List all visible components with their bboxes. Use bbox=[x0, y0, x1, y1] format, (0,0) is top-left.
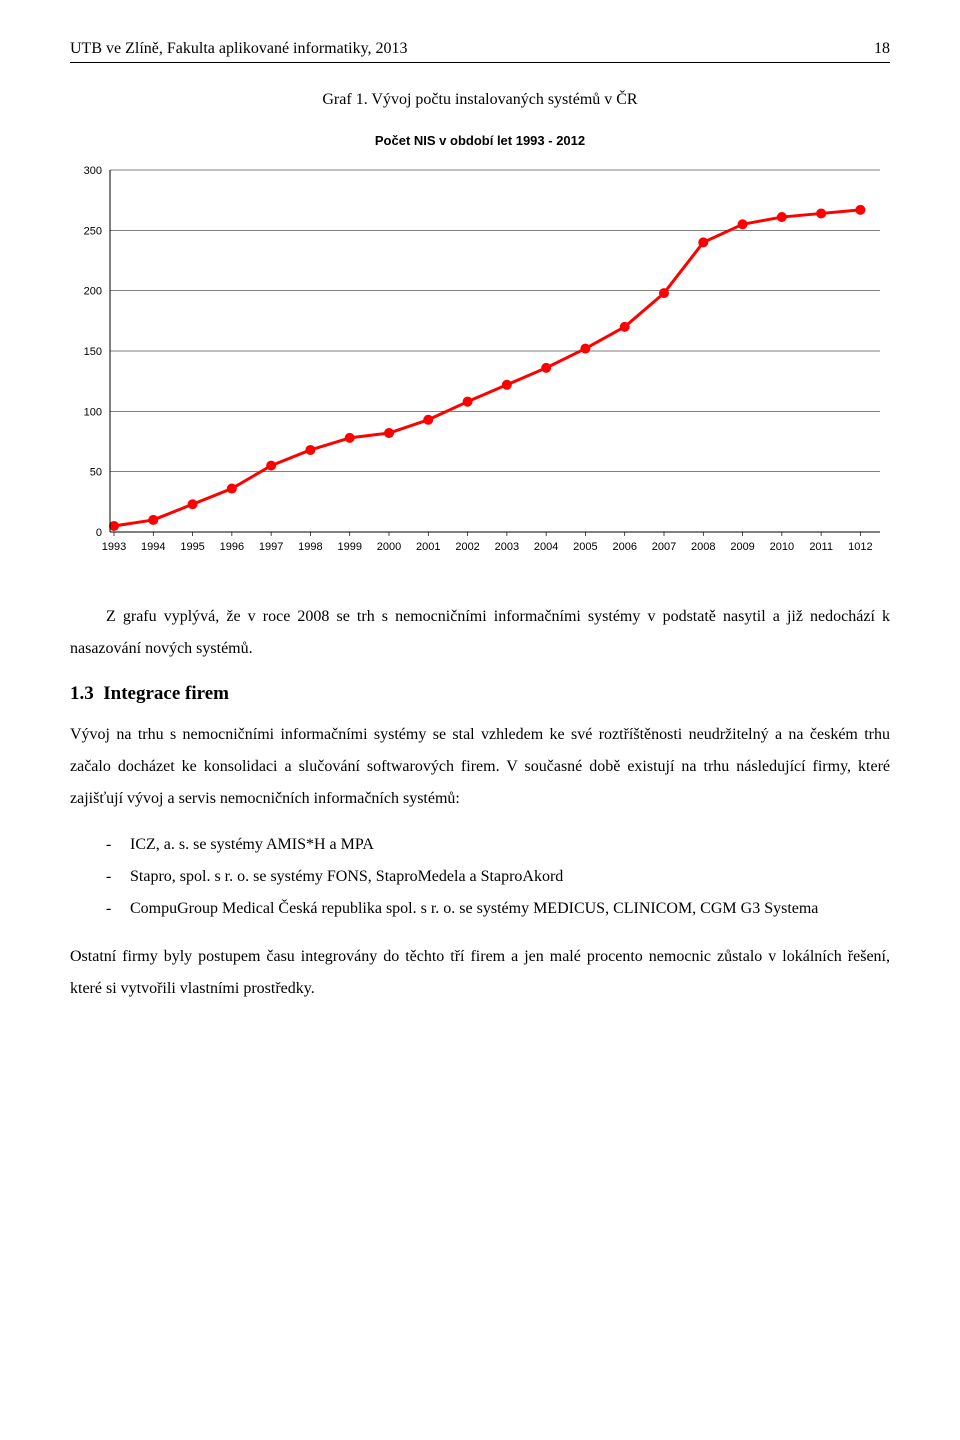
svg-text:2008: 2008 bbox=[691, 541, 715, 553]
svg-text:50: 50 bbox=[90, 467, 102, 479]
header-rule bbox=[70, 62, 890, 63]
svg-text:150: 150 bbox=[84, 346, 102, 358]
section-heading: 1.3 Integrace firem bbox=[70, 683, 890, 705]
svg-text:2006: 2006 bbox=[612, 541, 636, 553]
paragraph-body: Vývoj na trhu s nemocničními informačním… bbox=[70, 719, 890, 815]
paragraph-outro: Ostatní firmy byly postupem času integro… bbox=[70, 941, 890, 1005]
chart-caption: Graf 1. Vývoj počtu instalovaných systém… bbox=[70, 91, 890, 109]
list-item: CompuGroup Medical Česká republika spol.… bbox=[70, 893, 890, 925]
svg-text:1996: 1996 bbox=[220, 541, 244, 553]
section-number: 1.3 bbox=[70, 683, 94, 704]
paragraph-intro: Z grafu vyplývá, že v roce 2008 se trh s… bbox=[70, 601, 890, 665]
svg-text:0: 0 bbox=[96, 527, 102, 539]
chart-title: Počet NIS v období let 1993 - 2012 bbox=[70, 133, 890, 148]
svg-text:100: 100 bbox=[84, 406, 102, 418]
svg-text:1993: 1993 bbox=[102, 541, 126, 553]
svg-text:300: 300 bbox=[84, 165, 102, 177]
svg-text:2000: 2000 bbox=[377, 541, 401, 553]
svg-text:2007: 2007 bbox=[652, 541, 676, 553]
header-left: UTB ve Zlíně, Fakulta aplikované informa… bbox=[70, 40, 408, 58]
svg-text:2010: 2010 bbox=[770, 541, 794, 553]
svg-text:250: 250 bbox=[84, 225, 102, 237]
svg-text:2004: 2004 bbox=[534, 541, 558, 553]
svg-text:2011: 2011 bbox=[809, 541, 833, 553]
svg-text:200: 200 bbox=[84, 286, 102, 298]
svg-text:2002: 2002 bbox=[455, 541, 479, 553]
list-item: Stapro, spol. s r. o. se systémy FONS, S… bbox=[70, 861, 890, 893]
svg-text:1998: 1998 bbox=[298, 541, 322, 553]
header-page-number: 18 bbox=[874, 40, 890, 58]
svg-text:2005: 2005 bbox=[573, 541, 597, 553]
nis-chart: Počet NIS v období let 1993 - 2012 0 50 10… bbox=[70, 133, 890, 565]
list-item: ICZ, a. s. se systémy AMIS*H a MPA bbox=[70, 829, 890, 861]
svg-text:1994: 1994 bbox=[141, 541, 165, 553]
svg-text:1997: 1997 bbox=[259, 541, 283, 553]
svg-text:1995: 1995 bbox=[180, 541, 204, 553]
section-title: Integrace firem bbox=[103, 683, 229, 704]
chart-svg: 0 50 100 150 200 250 300 1993 1994 1995 1996 1997 19… bbox=[70, 160, 890, 560]
page-header: UTB ve Zlíně, Fakulta aplikované informa… bbox=[70, 40, 890, 58]
svg-text:2009: 2009 bbox=[730, 541, 754, 553]
svg-text:1012: 1012 bbox=[848, 541, 872, 553]
svg-text:2001: 2001 bbox=[416, 541, 440, 553]
firm-list: ICZ, a. s. se systémy AMIS*H a MPAStapro… bbox=[70, 829, 890, 925]
svg-text:2003: 2003 bbox=[495, 541, 519, 553]
svg-text:1999: 1999 bbox=[337, 541, 361, 553]
